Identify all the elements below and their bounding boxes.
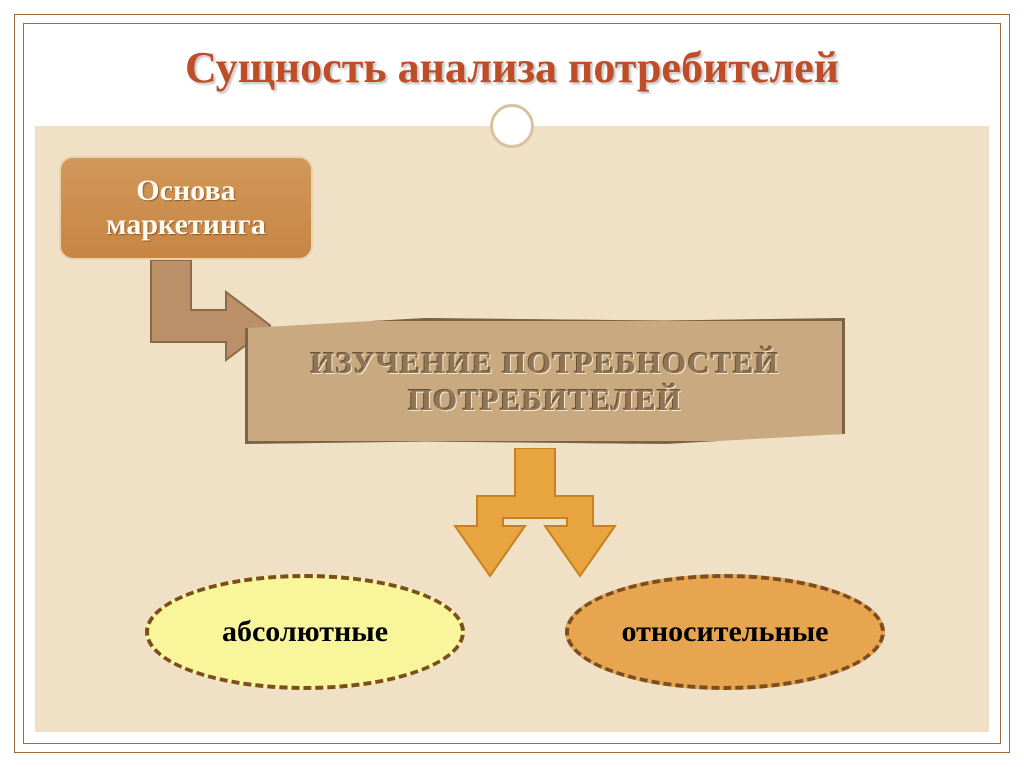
- ellipse-absolute: абсолютные: [145, 574, 465, 690]
- ellipse-relative: относительные: [565, 574, 885, 690]
- split-arrow-icon: [435, 448, 635, 578]
- box-study-needs: ИЗУЧЕНИЕ ПОТРЕБНОСТЕЙ ПОТРЕБИТЕЛЕЙ: [245, 318, 845, 444]
- slide-title: Сущность анализа потребителей: [0, 42, 1024, 93]
- content-area: Основа маркетинга ИЗУЧЕНИЕ ПОТРЕБНОСТЕЙ …: [35, 126, 989, 732]
- circle-connector-icon: [490, 104, 534, 148]
- box-marketing-basis: Основа маркетинга: [59, 156, 313, 260]
